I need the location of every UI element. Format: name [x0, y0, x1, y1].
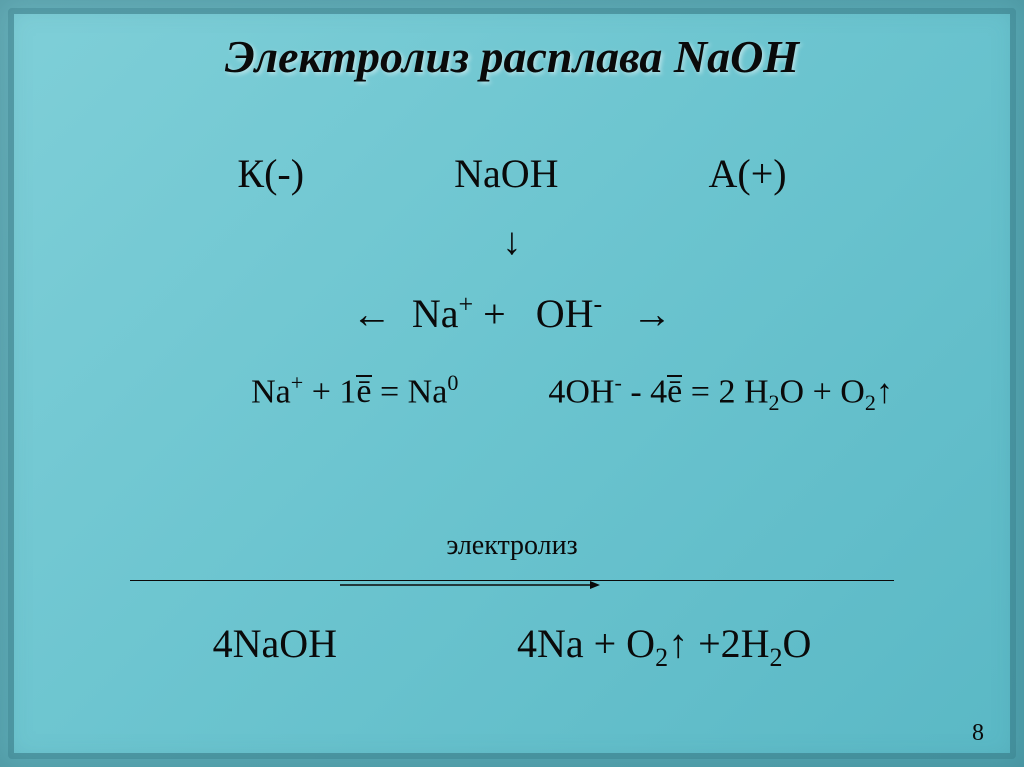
- substance-label: NaOH: [454, 150, 558, 197]
- ov-h2o-sub: 2: [770, 643, 783, 672]
- cath-plus: + 1: [303, 373, 356, 410]
- an-arrow-up: ↑: [876, 373, 893, 410]
- electrolysis-label: электролиз: [0, 530, 1024, 562]
- an-eq: = 2 H: [682, 373, 768, 410]
- ion-right-arrow: →: [632, 291, 672, 336]
- ion-na-text: Na: [412, 291, 459, 336]
- cath-na: Na: [251, 373, 291, 410]
- an-oh-sup: -: [614, 370, 621, 395]
- ion-oh-text: OH: [536, 291, 594, 336]
- cath-na0-sup: 0: [447, 370, 458, 395]
- an-o2-sub: 2: [865, 390, 876, 415]
- ion-plus: +: [483, 291, 516, 336]
- cathode-half-reaction: Na+ + 1ē = Na0: [251, 370, 458, 416]
- overall-lhs: 4NaOH: [213, 620, 337, 673]
- ion-left-arrow: ←: [352, 291, 392, 336]
- ion-row: ← Na+ + OH- →: [0, 290, 1024, 337]
- cath-electron: ē: [356, 373, 371, 410]
- an-minus: - 4: [622, 373, 667, 410]
- cath-na-sup: +: [291, 370, 303, 395]
- half-reaction-row: Na+ + 1ē = Na0 4OH- - 4ē = 2 H2O + O2↑: [0, 370, 1024, 416]
- anode-half-reaction: 4OH- - 4ē = 2 H2O + O2↑: [548, 370, 893, 416]
- slide: Электролиз расплава NaOH К(-) NaOH А(+) …: [0, 0, 1024, 767]
- reaction-arrow-icon: [340, 576, 600, 584]
- an-h2o-sub: 2: [769, 390, 780, 415]
- electrode-row: К(-) NaOH А(+): [0, 150, 1024, 197]
- ion-oh: OH-: [536, 291, 602, 336]
- cath-eq: = Na: [372, 373, 448, 410]
- ov-plus-h2o: +2H: [688, 621, 769, 666]
- page-number: 8: [972, 720, 984, 747]
- anode-label: А(+): [708, 150, 786, 197]
- an-electron: ē: [667, 373, 682, 410]
- overall-rhs: 4Na + O2↑ +2H2O: [517, 620, 811, 673]
- ov-rhs-pre: 4Na + O: [517, 621, 655, 666]
- slide-title: Электролиз расплава NaOH: [0, 30, 1024, 83]
- an-oplus: O + O: [780, 373, 865, 410]
- cathode-label: К(-): [237, 150, 304, 197]
- ov-arrow-up: ↑: [668, 621, 688, 666]
- an-oh: 4OH: [548, 373, 614, 410]
- overall-equation: 4NaOH 4Na + O2↑ +2H2O: [0, 620, 1024, 673]
- ov-o2-sub: 2: [655, 643, 668, 672]
- dissociation-arrow: ↓: [0, 220, 1024, 264]
- ion-na: Na+: [412, 291, 473, 336]
- ion-oh-sup: -: [593, 290, 602, 319]
- ov-o-char: O: [783, 621, 812, 666]
- ion-na-sup: +: [458, 290, 473, 319]
